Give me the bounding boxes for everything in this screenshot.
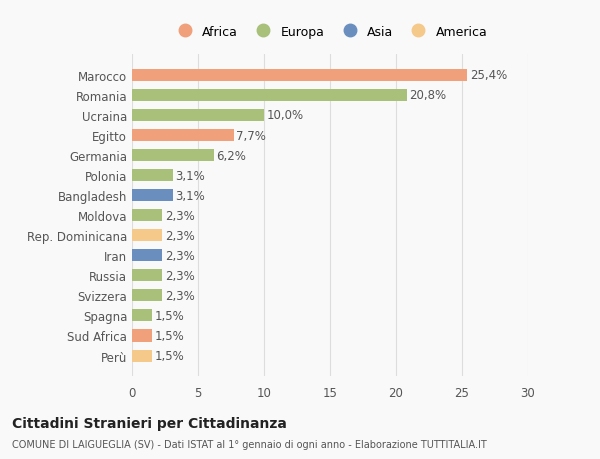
Text: 2,3%: 2,3%: [165, 229, 195, 242]
Text: 2,3%: 2,3%: [165, 269, 195, 282]
Text: 1,5%: 1,5%: [154, 309, 184, 322]
Text: Cittadini Stranieri per Cittadinanza: Cittadini Stranieri per Cittadinanza: [12, 416, 287, 430]
Text: 6,2%: 6,2%: [217, 149, 247, 162]
Bar: [132, 110, 264, 122]
Text: 10,0%: 10,0%: [266, 109, 304, 122]
Bar: [132, 350, 152, 362]
Bar: [132, 70, 467, 82]
Bar: [132, 270, 163, 282]
Text: 20,8%: 20,8%: [409, 89, 446, 102]
Bar: [132, 210, 163, 222]
Text: 2,3%: 2,3%: [165, 289, 195, 302]
Bar: [132, 290, 163, 302]
Bar: [132, 170, 173, 182]
Text: 3,1%: 3,1%: [176, 189, 205, 202]
Text: 3,1%: 3,1%: [176, 169, 205, 182]
Bar: [132, 90, 407, 102]
Bar: [132, 230, 163, 242]
Bar: [132, 330, 152, 342]
Text: COMUNE DI LAIGUEGLIA (SV) - Dati ISTAT al 1° gennaio di ogni anno - Elaborazione: COMUNE DI LAIGUEGLIA (SV) - Dati ISTAT a…: [12, 440, 487, 449]
Bar: [132, 190, 173, 202]
Bar: [132, 150, 214, 162]
Text: 2,3%: 2,3%: [165, 249, 195, 262]
Bar: [132, 250, 163, 262]
Text: 1,5%: 1,5%: [154, 349, 184, 362]
Legend: Africa, Europa, Asia, America: Africa, Europa, Asia, America: [166, 20, 494, 45]
Text: 2,3%: 2,3%: [165, 209, 195, 222]
Bar: [132, 310, 152, 322]
Bar: [132, 130, 233, 142]
Text: 7,7%: 7,7%: [236, 129, 266, 142]
Text: 1,5%: 1,5%: [154, 329, 184, 342]
Text: 25,4%: 25,4%: [470, 69, 507, 82]
